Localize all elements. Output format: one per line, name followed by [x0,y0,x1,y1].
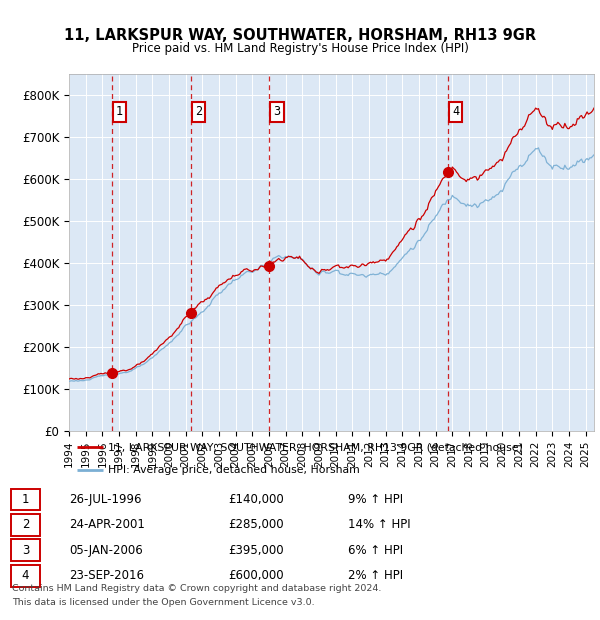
Text: £600,000: £600,000 [228,569,284,582]
Text: 9% ↑ HPI: 9% ↑ HPI [348,493,403,506]
Text: Contains HM Land Registry data © Crown copyright and database right 2024.: Contains HM Land Registry data © Crown c… [12,585,382,593]
Text: 1: 1 [116,105,123,118]
Text: 14% ↑ HPI: 14% ↑ HPI [348,518,410,531]
Text: £395,000: £395,000 [228,544,284,557]
Text: 23-SEP-2016: 23-SEP-2016 [69,569,144,582]
Text: £140,000: £140,000 [228,493,284,506]
Text: 26-JUL-1996: 26-JUL-1996 [69,493,142,506]
Text: 4: 4 [452,105,459,118]
Text: 2% ↑ HPI: 2% ↑ HPI [348,569,403,582]
Text: HPI: Average price, detached house, Horsham: HPI: Average price, detached house, Hors… [109,465,360,475]
Text: 2: 2 [195,105,202,118]
Text: 11, LARKSPUR WAY, SOUTHWATER, HORSHAM, RH13 9GR: 11, LARKSPUR WAY, SOUTHWATER, HORSHAM, R… [64,29,536,43]
Text: 6% ↑ HPI: 6% ↑ HPI [348,544,403,557]
Text: Price paid vs. HM Land Registry's House Price Index (HPI): Price paid vs. HM Land Registry's House … [131,42,469,55]
Text: 3: 3 [22,544,29,557]
Text: 05-JAN-2006: 05-JAN-2006 [69,544,143,557]
Text: This data is licensed under the Open Government Licence v3.0.: This data is licensed under the Open Gov… [12,598,314,607]
Text: 24-APR-2001: 24-APR-2001 [69,518,145,531]
Text: 11, LARKSPUR WAY, SOUTHWATER, HORSHAM, RH13 9GR (detached house): 11, LARKSPUR WAY, SOUTHWATER, HORSHAM, R… [109,443,523,453]
Text: 4: 4 [22,569,29,582]
Text: 2: 2 [22,518,29,531]
Text: 3: 3 [274,105,281,118]
Text: £285,000: £285,000 [228,518,284,531]
Text: 1: 1 [22,493,29,506]
